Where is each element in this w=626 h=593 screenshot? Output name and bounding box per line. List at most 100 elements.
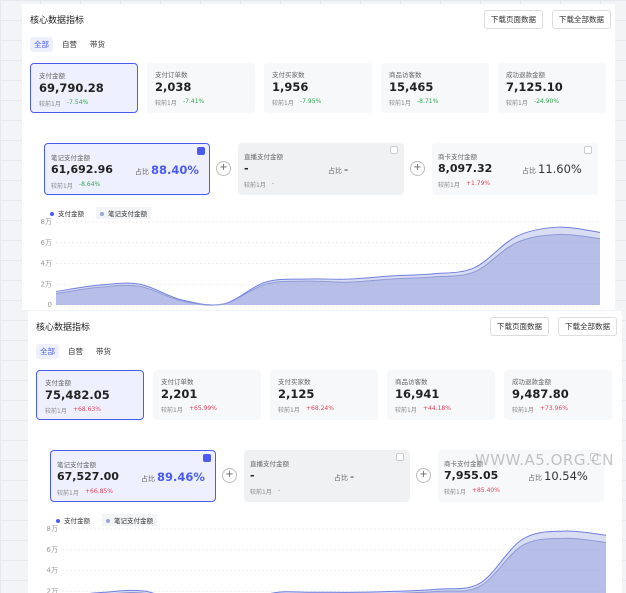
metric-label: 商品访客数 <box>389 71 422 79</box>
sub-label: 商卡支付金额 <box>438 153 477 161</box>
area-line <box>55 226 601 306</box>
metric-change: -8.71% <box>417 98 439 105</box>
y-tick-label: 6万 <box>47 546 58 554</box>
legend-label: 支付金额 <box>58 210 84 218</box>
share-label: 占比 <box>522 167 536 175</box>
download-button[interactable]: 下载页面数据 <box>484 10 543 29</box>
legend-label: 笔记支付金额 <box>114 517 153 525</box>
metric-compare: 较前1月 <box>272 100 294 107</box>
metric-label: 成功退款金额 <box>506 71 545 79</box>
metric-compare: 较前1月 <box>506 100 528 107</box>
sub-change: +1.79% <box>466 180 491 187</box>
sub-label: 直播支付金额 <box>250 460 289 468</box>
metric-change: -24.90% <box>534 98 560 105</box>
tab[interactable]: 带货 <box>90 40 105 49</box>
y-tick-label: 4万 <box>47 567 58 575</box>
sub-value: - <box>244 162 249 175</box>
metric-card[interactable]: 成功退款金额 9,487.80 较前1月 +73.96% <box>504 370 612 420</box>
panel-title: 核心数据指标 <box>30 16 85 26</box>
metric-compare: 较前1月 <box>161 407 183 414</box>
plus-icon: + <box>416 468 431 483</box>
download-button[interactable]: 下载全部数据 <box>558 317 617 336</box>
panel: 核心数据指标 下载页面数据 下载全部数据 全部 自营 带货 支付金额 75,482.05 较前1… <box>28 311 622 593</box>
metric-value: 2,125 <box>278 387 315 401</box>
download-button[interactable]: 下载全部数据 <box>552 10 611 29</box>
sub-card[interactable]: 直播支付金额 - 占比 - 较前1月 - <box>244 450 410 502</box>
metric-value: 2,201 <box>161 387 198 401</box>
metric-card[interactable]: 商品访客数 16,941 较前1月 +44.18% <box>387 370 495 420</box>
share-label: 占比 <box>135 168 149 176</box>
tab[interactable]: 自营 <box>68 347 83 356</box>
tab[interactable]: 带货 <box>96 347 111 356</box>
metric-card[interactable]: 支付金额 69,790.28 较前1月 -7.54% <box>30 63 138 113</box>
checkbox <box>390 146 398 154</box>
metric-compare: 较前1月 <box>39 101 61 108</box>
sub-card[interactable]: 直播支付金额 - 占比 - 较前1月 - <box>238 143 404 195</box>
metric-card[interactable]: 商品访客数 15,465 较前1月 -8.71% <box>381 63 489 113</box>
sub-value: - <box>250 469 255 482</box>
share-value: - <box>350 469 355 483</box>
checkbox <box>203 454 211 462</box>
metric-value: 16,941 <box>395 387 440 401</box>
checkbox <box>584 146 592 154</box>
legend-item[interactable]: 支付金额 <box>46 207 88 219</box>
share-label: 占比 <box>334 474 348 482</box>
sub-label: 直播支付金额 <box>244 153 283 161</box>
metric-card[interactable]: 支付订单数 2,038 较前1月 -7.41% <box>147 63 255 113</box>
sub-compare: 较前1月 <box>57 490 79 497</box>
legend-item[interactable]: 笔记支付金额 <box>96 207 151 219</box>
metric-value: 75,482.05 <box>45 388 110 402</box>
legend-label: 支付金额 <box>64 517 90 525</box>
sub-change: - <box>272 180 275 187</box>
sub-value: 61,692.96 <box>51 163 113 176</box>
legend-item[interactable]: 笔记支付金额 <box>102 514 157 526</box>
y-tick-label: 0 <box>48 301 52 309</box>
metric-card[interactable]: 支付买家数 2,125 较前1月 +68.24% <box>270 370 378 420</box>
area-line <box>89 530 607 593</box>
sub-compare: 较前1月 <box>444 489 466 496</box>
tab[interactable]: 全部 <box>36 344 59 359</box>
metric-change: +73.96% <box>540 405 568 412</box>
share-value: 89.46% <box>157 470 205 484</box>
metric-change: -7.41% <box>183 98 205 105</box>
tab[interactable]: 自营 <box>62 40 77 49</box>
metric-card[interactable]: 支付金额 75,482.05 较前1月 +68.63% <box>36 370 144 420</box>
metric-compare: 较前1月 <box>512 407 534 414</box>
sub-card[interactable]: 商卡支付金额 8,097.32 占比 11.60% 较前1月 +1.79% <box>432 143 598 195</box>
trend-chart: 0 2万 4万 6万 8万 <box>41 218 601 309</box>
sub-card[interactable]: 笔记支付金额 61,692.96 占比 88.40% 较前1月 -8.64% <box>44 143 210 195</box>
metric-label: 支付订单数 <box>161 378 194 386</box>
sub-card[interactable]: 商卡支付金额 7,955.05 占比 10.54% 较前1月 +85.40% <box>438 450 604 502</box>
tab[interactable]: 全部 <box>30 37 53 52</box>
watermark: WWW.A5.ORG.CN <box>475 451 614 469</box>
share-label: 占比 <box>141 475 155 483</box>
metric-card[interactable]: 支付订单数 2,201 较前1月 +65.99% <box>153 370 261 420</box>
panel: 核心数据指标 下载页面数据 下载全部数据 全部 自营 带货 支付金额 69,790.28 较前1… <box>22 4 615 310</box>
metric-label: 支付金额 <box>45 379 71 387</box>
legend-dot <box>56 519 60 523</box>
metric-card[interactable]: 支付买家数 1,956 较前1月 -7.95% <box>264 63 372 113</box>
metric-label: 支付订单数 <box>155 71 188 79</box>
y-tick-label: 6万 <box>41 239 52 247</box>
sub-change: +66.85% <box>85 488 113 495</box>
legend-label: 笔记支付金额 <box>108 210 147 218</box>
metric-change: +44.18% <box>423 405 451 412</box>
metric-label: 商品访客数 <box>395 378 428 386</box>
metric-label: 成功退款金额 <box>512 378 551 386</box>
metric-value: 1,956 <box>272 80 309 94</box>
metric-change: -7.95% <box>300 98 322 105</box>
metric-compare: 较前1月 <box>45 408 67 415</box>
metric-card[interactable]: 成功退款金额 7,125.10 较前1月 -24.90% <box>498 63 606 113</box>
metric-label: 支付金额 <box>39 72 65 80</box>
share-value: - <box>344 162 349 176</box>
sub-card[interactable]: 笔记支付金额 67,527.00 占比 89.46% 较前1月 +66.85% <box>50 450 216 502</box>
checkbox <box>197 147 205 155</box>
legend-dot <box>100 212 104 216</box>
metric-value: 15,465 <box>389 80 434 94</box>
metric-change: -7.54% <box>67 99 89 106</box>
download-button[interactable]: 下载页面数据 <box>490 317 549 336</box>
metric-change: +68.24% <box>306 405 334 412</box>
legend-item[interactable]: 支付金额 <box>52 514 94 526</box>
y-tick-label: 4万 <box>41 260 52 268</box>
